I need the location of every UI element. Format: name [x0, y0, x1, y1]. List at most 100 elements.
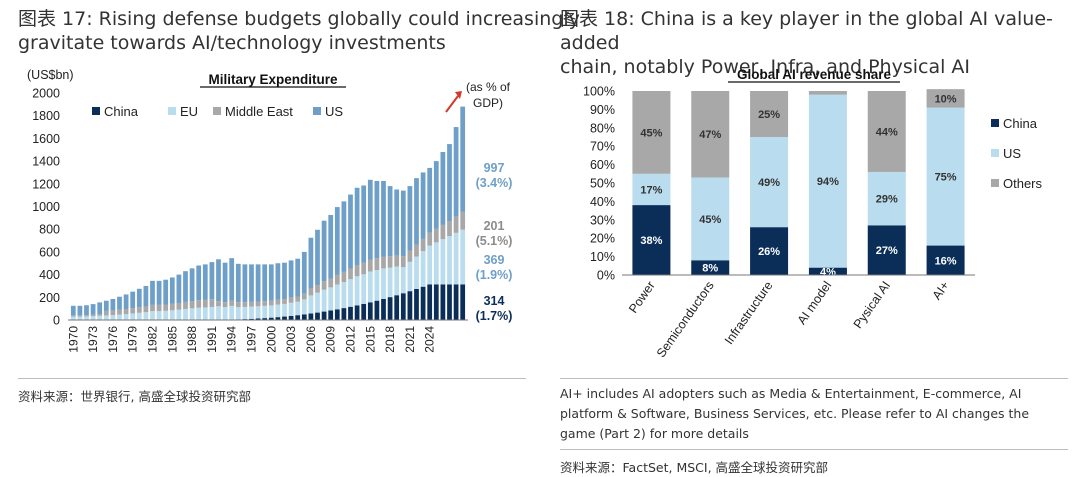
x-tick-label: 2024 [423, 326, 437, 353]
y-tick-label: 600 [39, 245, 60, 259]
bar-middle-east [414, 244, 419, 257]
legend-label-us: US [1003, 146, 1021, 161]
bar-china [420, 286, 426, 320]
bar-middle-east [156, 304, 162, 312]
data-label: 45% [640, 127, 662, 139]
bar-us-ai-model [808, 94, 847, 268]
data-label: 44% [876, 126, 898, 138]
bar-us [176, 274, 182, 303]
bar-us [249, 264, 254, 302]
bar-middle-east [460, 211, 466, 230]
x-tick-label: Pysical AI [851, 279, 894, 331]
x-tick-label: 1991 [205, 326, 219, 353]
bar-middle-east [394, 255, 400, 267]
bar-middle-east [315, 285, 320, 293]
bar-middle-east [110, 310, 116, 316]
bar-middle-east [189, 301, 195, 309]
bar-china [400, 293, 406, 320]
bar-china [407, 291, 413, 320]
x-tick-label: 1982 [146, 326, 160, 353]
bar-china [453, 284, 459, 320]
bar-eu [229, 305, 235, 320]
bar-us [229, 258, 235, 301]
bar-china [282, 316, 287, 320]
right-footnote-line-3: game (Part 2) for more details [560, 426, 749, 441]
bar-eu [117, 314, 122, 320]
annotation-value: 201 [484, 219, 505, 233]
bar-china [354, 305, 360, 320]
bar-china-pysical-ai [867, 225, 906, 275]
bar-middle-east [117, 309, 122, 315]
y-tick-label: 70% [590, 140, 615, 154]
bar-eu [341, 281, 347, 309]
bar-eu [321, 289, 327, 312]
x-tick-label: 1976 [106, 326, 120, 353]
bar-china [275, 317, 281, 320]
bar-us [235, 263, 241, 303]
y-tick-label: 40% [590, 195, 615, 209]
x-tick-label: AI+ [930, 279, 952, 303]
bar-middle-east [136, 307, 142, 313]
y-tick-label: 30% [590, 213, 615, 227]
ai-revenue-share-chart: Global AI revenue share 0% 10% 20% 30% 40% 50%… [583, 67, 1042, 360]
bar-us [387, 186, 393, 257]
bar-middle-east [262, 301, 268, 306]
data-label: 26% [758, 246, 780, 258]
right-footnote: AI+ includes AI adopters such as Media &… [560, 384, 1029, 444]
bar-china-ai+ [926, 245, 965, 275]
y-tick-label: 10% [590, 250, 615, 264]
bar-middle-east [176, 302, 182, 310]
bar-us [354, 187, 360, 266]
right-title-line-2: chain, notably Power, Infra, and Physica… [560, 56, 971, 78]
bar-china-infrastructure [750, 227, 789, 275]
bar-middle-east [374, 258, 380, 271]
left-figure-title: 图表 17: Rising defense budgets globally c… [18, 7, 580, 55]
x-tick-label: 2018 [383, 326, 397, 353]
bar-middle-east [255, 301, 261, 307]
bar-middle-east [90, 314, 96, 317]
bar-us-power [632, 173, 671, 206]
bar-us [209, 262, 215, 300]
gdp-note-line-1: (as % of [466, 80, 511, 94]
chart-title: Military Expenditure [208, 72, 338, 87]
left-title-line-2: gravitate towards AI/technology investme… [18, 32, 446, 54]
data-label: 45% [699, 214, 721, 226]
growth-arrow-icon [445, 95, 459, 113]
y-tick-label: 400 [39, 268, 60, 282]
right-figure-title: 图表 18: China is a key player in the glob… [560, 7, 1080, 79]
bar-china [255, 318, 261, 320]
bar-eu [400, 267, 406, 294]
bar-us [440, 152, 446, 225]
bar-us [341, 201, 347, 272]
annotation-gdp-share: (5.1%) [476, 234, 513, 248]
x-tick-label: Power [626, 279, 658, 316]
x-tick-label: 1970 [66, 326, 80, 353]
bar-eu [282, 303, 287, 317]
y-tick-label: 0 [53, 314, 60, 328]
annotation-value: 314 [484, 294, 505, 308]
bar-china-semiconductors [691, 260, 730, 275]
data-label: 16% [935, 255, 957, 267]
bar-middle-east [427, 232, 433, 246]
bar-middle-east [295, 296, 301, 302]
bar-china [315, 312, 320, 320]
left-source: 资料来源：世界银行, 高盛全球投资研究部 [18, 389, 251, 404]
x-tick-label: 2015 [363, 326, 377, 353]
bar-middle-east [361, 262, 367, 275]
bar-eu [427, 245, 433, 285]
bar-us [308, 237, 314, 289]
data-label: 25% [758, 109, 780, 121]
bar-middle-east [163, 304, 169, 311]
right-divider [560, 378, 1068, 379]
bar-us [381, 180, 386, 257]
bar-eu [288, 302, 294, 316]
bar-us [275, 263, 281, 300]
bar-china [433, 284, 439, 320]
bar-middle-east [268, 300, 274, 306]
x-tick-label: Infrastructure [722, 279, 776, 347]
bar-middle-east [367, 259, 373, 272]
bar-middle-east [447, 221, 452, 237]
x-tick-label: 1979 [126, 326, 140, 353]
chart-title: Global AI revenue share [737, 67, 892, 82]
bar-us [90, 304, 96, 315]
